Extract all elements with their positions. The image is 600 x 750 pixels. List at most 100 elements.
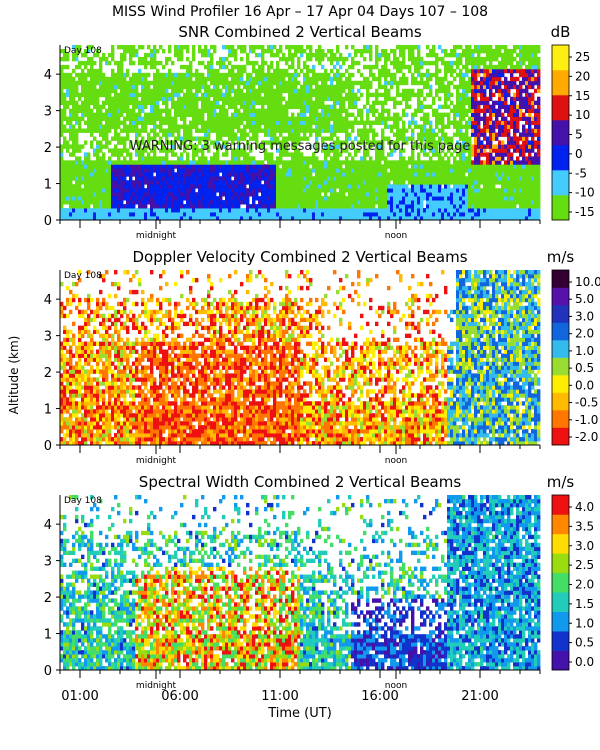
heatmap-cell — [264, 76, 268, 82]
heatmap-cell — [462, 112, 466, 117]
heatmap-cell — [420, 148, 424, 153]
heatmap-cell — [231, 192, 235, 197]
heatmap-cell — [291, 200, 295, 205]
heatmap-cell — [123, 116, 127, 121]
heatmap-cell — [255, 108, 259, 114]
heatmap-cell — [84, 164, 88, 169]
heatmap-cell — [105, 184, 109, 189]
heatmap-cell — [375, 160, 379, 165]
heatmap-cell — [96, 176, 100, 181]
heatmap-cell — [381, 52, 385, 58]
heatmap-cell — [105, 180, 109, 185]
heatmap-cell — [156, 188, 160, 193]
heatmap-cell — [132, 168, 136, 173]
heatmap-cell — [387, 196, 391, 201]
heatmap-cell — [369, 45, 373, 50]
heatmap-cell — [432, 132, 436, 137]
heatmap-cell — [147, 156, 151, 161]
heatmap-cell — [63, 80, 67, 86]
heatmap-cell — [378, 116, 382, 121]
heatmap-cell — [459, 160, 463, 165]
heatmap-cell — [396, 124, 400, 129]
heatmap-cell — [441, 200, 445, 205]
heatmap-cell — [477, 200, 481, 205]
heatmap-cell — [144, 160, 148, 165]
heatmap-cell — [309, 92, 313, 98]
heatmap-cell — [474, 204, 478, 209]
heatmap-cell — [462, 192, 466, 197]
heatmap-cell — [387, 212, 391, 217]
heatmap-cell — [411, 180, 415, 185]
heatmap-cell — [366, 84, 370, 90]
heatmap-cell — [102, 132, 106, 137]
heatmap-cell — [138, 80, 142, 86]
heatmap-cell — [132, 52, 136, 58]
heatmap-cell — [66, 120, 70, 125]
heatmap-cell — [138, 116, 142, 121]
heatmap-cell — [96, 200, 100, 205]
heatmap-cell — [306, 108, 310, 114]
heatmap-cell — [252, 204, 256, 209]
heatmap-cell — [141, 196, 145, 201]
heatmap-cell — [66, 184, 70, 189]
heatmap-cell — [234, 176, 238, 181]
heatmap-cell — [99, 116, 103, 121]
heatmap-cell — [174, 164, 178, 169]
heatmap-cell — [411, 204, 415, 209]
heatmap-cell — [159, 140, 163, 145]
heatmap-cell — [429, 180, 433, 185]
heatmap-cell — [297, 176, 301, 181]
heatmap-cell — [120, 176, 124, 181]
heatmap-cell — [339, 200, 343, 205]
heatmap-cell — [243, 100, 247, 106]
heatmap-cell — [102, 104, 106, 110]
heatmap-cell — [99, 180, 103, 185]
heatmap-cell — [156, 48, 160, 54]
heatmap-cell — [369, 160, 373, 165]
heatmap-cell — [471, 64, 475, 70]
heatmap-cell — [150, 92, 154, 98]
heatmap-cell — [177, 180, 181, 185]
heatmap-cell — [183, 124, 187, 129]
heatmap-cell — [147, 168, 151, 173]
heatmap-cell — [90, 64, 94, 70]
heatmap-cell — [465, 208, 469, 213]
heatmap-cell — [198, 208, 202, 213]
heatmap-cell — [69, 180, 73, 185]
heatmap-cell — [318, 45, 322, 50]
heatmap-cell — [381, 108, 385, 114]
heatmap-cell — [138, 200, 142, 205]
heatmap-cell — [204, 200, 208, 205]
heatmap-cell — [195, 204, 199, 209]
heatmap-cell — [225, 164, 229, 169]
heatmap-cell — [399, 152, 403, 157]
heatmap-cell — [198, 188, 202, 193]
heatmap-cell — [63, 172, 67, 177]
heatmap-cell — [270, 100, 274, 106]
heatmap-cell — [207, 108, 211, 114]
heatmap-cell — [180, 84, 184, 90]
heatmap-cell — [195, 104, 199, 110]
heatmap-cell — [273, 45, 277, 50]
heatmap-cell — [417, 172, 421, 177]
heatmap-cell — [372, 184, 376, 189]
heatmap-cell — [393, 164, 397, 169]
heatmap-cell — [399, 208, 403, 213]
heatmap-cell — [102, 144, 106, 149]
heatmap-cell — [399, 64, 403, 70]
heatmap-cell — [444, 172, 448, 177]
heatmap-cell — [306, 156, 310, 161]
heatmap-cell — [291, 140, 295, 145]
heatmap-cell — [87, 92, 91, 98]
heatmap-cell — [240, 180, 244, 185]
heatmap-cell — [327, 172, 331, 177]
heatmap-cell — [237, 160, 241, 165]
heatmap-cell — [171, 76, 175, 82]
heatmap-cell — [165, 72, 169, 78]
heatmap-cell — [354, 176, 358, 181]
heatmap-cell — [444, 92, 448, 98]
heatmap-cell — [183, 104, 187, 110]
heatmap-cell — [327, 72, 331, 78]
heatmap-cell — [225, 216, 229, 221]
heatmap-cell — [171, 88, 175, 94]
